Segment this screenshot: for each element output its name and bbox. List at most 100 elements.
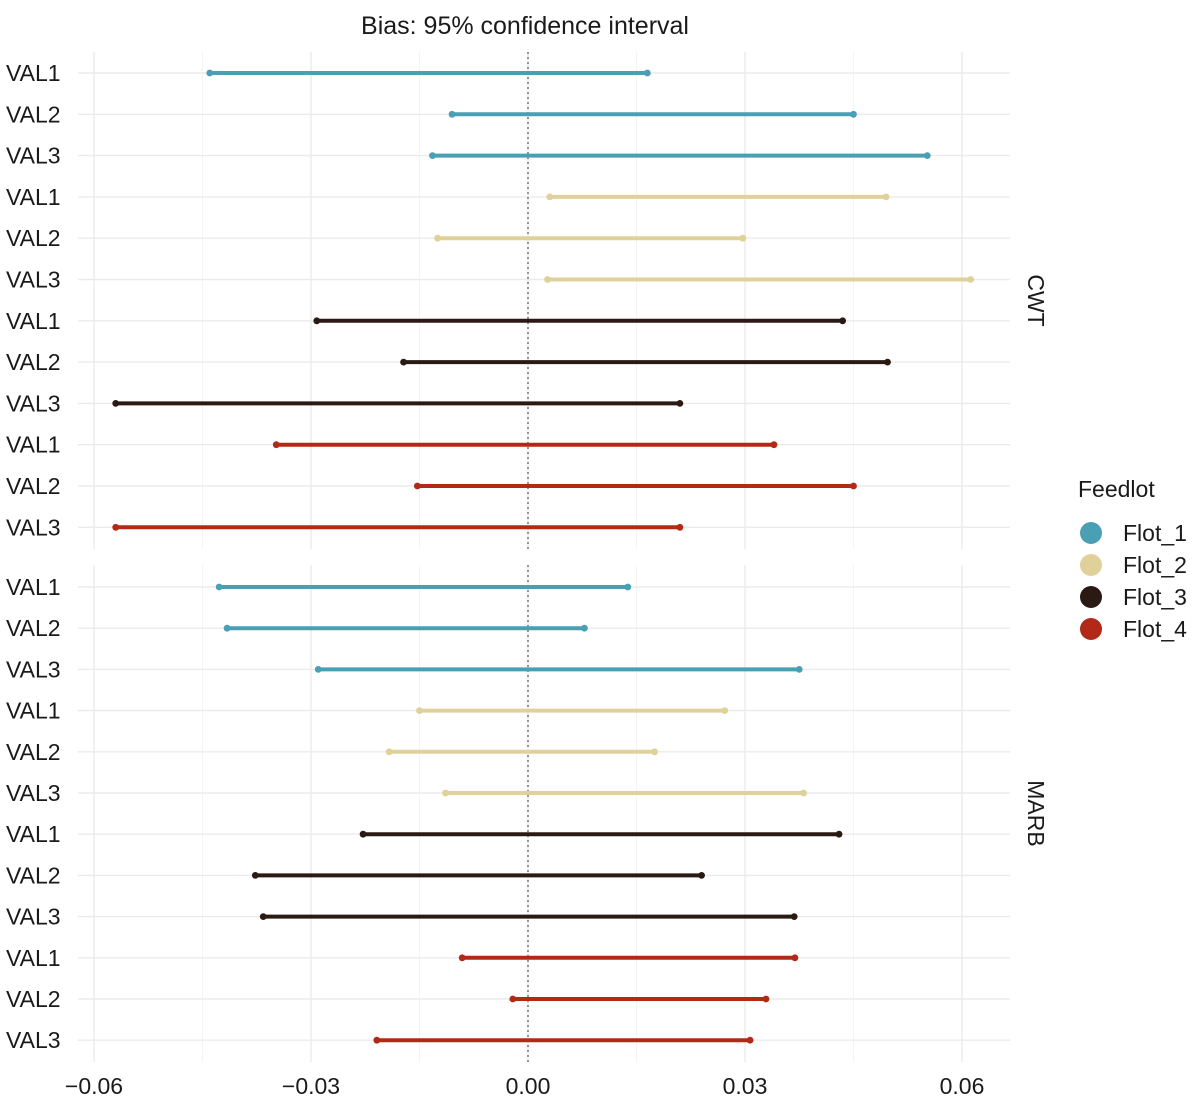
ci-row-cwt-5	[434, 234, 747, 242]
facet-strip-marb: MARB	[1023, 780, 1049, 846]
ci-high-point	[762, 995, 770, 1003]
ci-high-point	[923, 152, 931, 160]
x-tick-label: 0.06	[940, 1073, 985, 1099]
y-tick-label: VAL3	[6, 390, 61, 416]
ci-row-marb-8	[251, 872, 705, 879]
ci-row-marb-1	[215, 583, 632, 591]
ci-low-point	[259, 913, 267, 920]
ci-high-point	[790, 913, 798, 920]
ci-low-point	[373, 1036, 381, 1044]
y-tick-label: VAL3	[6, 904, 61, 930]
ci-low-point	[448, 110, 456, 118]
legend-label: Flot_1	[1123, 520, 1187, 546]
ci-row-cwt-6	[544, 276, 975, 283]
y-tick-label: VAL3	[6, 267, 61, 293]
ci-high-point	[698, 872, 705, 879]
ci-high-point	[882, 193, 890, 201]
ci-high-point	[839, 317, 847, 325]
chart-title: Bias: 95% confidence interval	[361, 12, 689, 40]
ci-row-marb-3	[314, 666, 803, 673]
ci-high-point	[581, 624, 588, 632]
ci-low-point	[416, 707, 423, 714]
y-tick-label: VAL1	[6, 574, 61, 600]
facet-strip-cwt: CWT	[1023, 274, 1049, 326]
x-tick-label: −0.03	[282, 1073, 340, 1099]
legend-item-flot_3: Flot_3	[1080, 584, 1187, 610]
y-tick-label: VAL2	[6, 225, 61, 251]
ci-high-point	[884, 358, 891, 366]
y-tick-label: VAL3	[6, 143, 61, 169]
ci-low-point	[546, 193, 554, 201]
ci-low-point	[272, 441, 280, 449]
data-marks	[112, 69, 975, 1044]
ci-high-point	[676, 400, 684, 407]
ci-high-point	[651, 748, 658, 756]
ci-row-marb-9	[259, 913, 798, 920]
ci-high-point	[967, 276, 975, 283]
ci-low-point	[385, 748, 393, 756]
ci-high-point	[791, 954, 799, 962]
ci-low-point	[112, 400, 120, 407]
y-tick-label: VAL1	[6, 821, 61, 847]
ci-low-point	[359, 830, 367, 838]
ci-low-point	[509, 995, 517, 1003]
legend-item-flot_1: Flot_1	[1080, 520, 1187, 546]
y-axis-labels: VAL1 VAL2 VAL3 VAL1 VAL2 VAL3 VAL1 VAL2 VAL3 VAL1…	[6, 60, 61, 1053]
ci-high-point	[770, 441, 778, 449]
legend-swatch	[1080, 554, 1102, 576]
ci-low-point	[206, 69, 214, 77]
y-tick-label: VAL2	[6, 101, 61, 127]
x-tick-label: 0.03	[723, 1073, 768, 1099]
ci-row-cwt-2	[448, 110, 857, 118]
ci-low-point	[400, 358, 407, 366]
ci-row-marb-7	[359, 830, 843, 838]
ci-high-point	[850, 110, 857, 118]
y-tick-label: VAL3	[6, 1027, 61, 1053]
y-tick-label: VAL2	[6, 739, 61, 765]
ci-high-point	[643, 69, 651, 77]
y-tick-label: VAL3	[6, 656, 61, 682]
ci-row-marb-2	[223, 624, 588, 632]
y-tick-label: VAL3	[6, 514, 61, 540]
ci-low-point	[544, 276, 551, 283]
legend: Feedlot Flot_1 Flot_2 Flot_3 Flot_4	[1078, 476, 1187, 642]
legend-swatch	[1080, 618, 1102, 640]
legend-label: Flot_3	[1123, 584, 1187, 610]
grid	[78, 52, 1010, 1062]
y-tick-label: VAL1	[6, 184, 61, 210]
y-tick-label: VAL1	[6, 432, 61, 458]
y-tick-label: VAL2	[6, 986, 61, 1012]
legend-title: Feedlot	[1078, 476, 1155, 502]
ci-high-point	[721, 707, 729, 714]
legend-label: Flot_2	[1123, 552, 1187, 578]
y-tick-label: VAL1	[6, 698, 61, 724]
ci-row-cwt-12	[112, 523, 684, 531]
ci-low-point	[442, 789, 449, 797]
ci-high-point	[850, 482, 857, 490]
ci-low-point	[313, 317, 321, 325]
x-tick-label: −0.06	[65, 1073, 123, 1099]
ci-row-cwt-1	[206, 69, 651, 77]
ci-high-point	[624, 583, 632, 591]
ci-row-cwt-10	[272, 441, 778, 449]
x-tick-label: 0.00	[506, 1073, 551, 1099]
y-tick-label: VAL2	[6, 349, 61, 375]
ci-high-point	[746, 1036, 754, 1044]
legend-item-flot_4: Flot_4	[1080, 616, 1187, 642]
ci-high-point	[835, 830, 843, 838]
y-tick-label: VAL1	[6, 945, 61, 971]
ci-row-marb-10	[458, 954, 799, 962]
ci-row-cwt-7	[313, 317, 847, 325]
ci-row-cwt-9	[112, 400, 684, 407]
ci-row-marb-11	[509, 995, 770, 1003]
ci-low-point	[215, 583, 223, 591]
legend-swatch	[1080, 522, 1102, 544]
ci-high-point	[795, 666, 803, 673]
ci-row-marb-12	[373, 1036, 754, 1044]
ci-row-cwt-11	[413, 482, 857, 490]
ci-row-marb-6	[442, 789, 807, 797]
ci-low-point	[112, 523, 120, 531]
ci-row-cwt-3	[429, 152, 931, 160]
y-tick-label: VAL2	[6, 615, 61, 641]
